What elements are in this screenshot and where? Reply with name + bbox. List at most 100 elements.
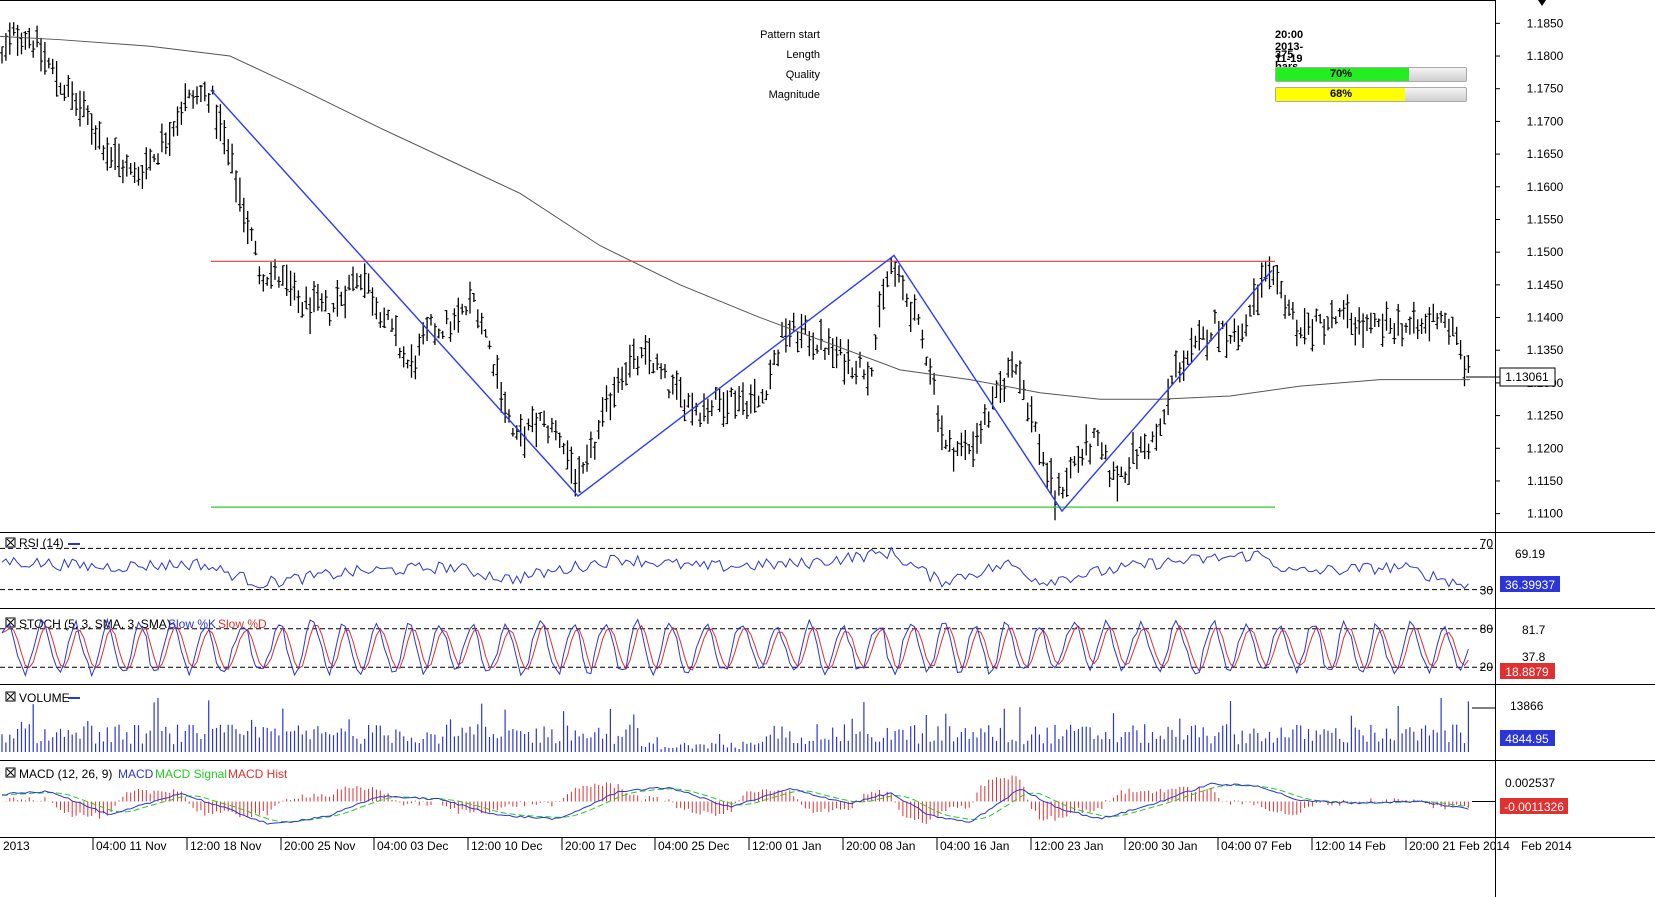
price-bar — [308, 297, 313, 335]
price-bar — [768, 359, 773, 390]
price-bar — [815, 344, 820, 354]
price-tick-label: 1.1500 — [1527, 245, 1564, 259]
stoch-k-line — [1, 617, 1469, 678]
price-bar — [1166, 378, 1171, 416]
price-bar — [46, 57, 51, 69]
price-bar — [928, 358, 933, 385]
price-bar — [452, 308, 457, 331]
price-bar — [315, 283, 320, 311]
price-bar — [1283, 294, 1288, 319]
price-bar — [1072, 455, 1077, 467]
price-bar — [522, 426, 527, 459]
price-bar — [1111, 461, 1116, 480]
price-bar — [386, 309, 391, 320]
price-bar — [300, 302, 305, 318]
price-bar — [1201, 326, 1206, 340]
price-bar — [304, 286, 309, 310]
price-bar — [1173, 350, 1178, 378]
price-bar — [1232, 318, 1237, 342]
price-bar — [1127, 457, 1132, 485]
price-bar — [187, 89, 192, 99]
macd-value-box — [1500, 798, 1568, 814]
price-bar — [144, 147, 149, 180]
stoch-title: STOCH (5, 3, SMA, 3, SMA) — [19, 617, 171, 631]
price-bar — [1314, 308, 1319, 322]
price-bar — [448, 321, 453, 342]
price-bar — [1060, 487, 1065, 499]
stoch-level-20: 20 — [1480, 660, 1494, 674]
price-bar — [1181, 350, 1186, 381]
price-bar — [756, 395, 761, 408]
macd-signal-label: MACD Signal — [155, 767, 227, 781]
price-bar — [1041, 451, 1046, 467]
price-bar — [120, 159, 125, 184]
price-bar — [397, 347, 402, 359]
price-bar — [1002, 378, 1007, 402]
price-bar — [1259, 262, 1264, 298]
price-bar — [542, 410, 547, 428]
price-bar — [1134, 449, 1139, 470]
price-bar — [62, 84, 67, 101]
price-bar — [639, 347, 644, 359]
price-bar — [1411, 301, 1416, 334]
price-bar — [413, 355, 418, 380]
price-bar — [932, 372, 937, 395]
price-bar — [276, 276, 281, 288]
price-bar — [366, 273, 371, 294]
stoch-d-label: Slow %D — [218, 617, 267, 631]
price-bar — [1290, 301, 1295, 320]
collapse-arrow-icon[interactable] — [1538, 0, 1546, 6]
price-bar — [912, 294, 917, 321]
price-bar — [885, 271, 890, 288]
price-bar — [460, 303, 465, 315]
price-bar — [608, 392, 613, 421]
price-bar — [191, 90, 196, 109]
price-bar — [982, 404, 987, 426]
price-bar — [577, 456, 582, 493]
price-bar — [682, 399, 687, 422]
price-bar — [971, 431, 976, 468]
price-bar — [741, 382, 745, 415]
price-bar — [1224, 322, 1229, 359]
price-bar — [327, 313, 332, 326]
price-bar — [214, 104, 219, 139]
price-bar — [1462, 355, 1467, 387]
price-bar — [1251, 278, 1256, 316]
price-bar — [963, 429, 968, 460]
price-bar — [807, 331, 812, 357]
price-bar — [1322, 318, 1327, 345]
price-bar — [58, 82, 63, 95]
price-bar — [132, 162, 137, 184]
price-bar — [1396, 303, 1401, 336]
price-bar — [358, 274, 363, 291]
price-bar — [288, 270, 293, 306]
price-bar — [1454, 326, 1459, 346]
price-bar — [1357, 307, 1362, 335]
price-bar — [1025, 402, 1030, 422]
price-bar — [499, 381, 504, 413]
price-bar — [1107, 469, 1112, 488]
price-bar — [1103, 444, 1108, 460]
price-bar — [573, 468, 578, 497]
rsi-panel: RSI (14) 70 30 69.19 36.39937 — [0, 532, 1655, 598]
price-bar — [487, 340, 492, 350]
price-bar — [1080, 448, 1085, 466]
price-bar — [1095, 429, 1100, 447]
price-bar — [1298, 327, 1303, 339]
price-bar — [1212, 309, 1217, 324]
price-bar — [405, 359, 410, 369]
price-bar — [557, 432, 562, 448]
price-bar — [663, 363, 667, 379]
price-tick-label: 1.1600 — [1527, 180, 1564, 194]
price-bar — [269, 262, 274, 289]
price-bar — [218, 104, 223, 142]
price-bar — [873, 334, 878, 350]
price-bar — [569, 446, 574, 484]
price-bar — [417, 333, 422, 356]
price-bar — [585, 444, 589, 472]
price-bar — [865, 361, 870, 396]
price-bar — [1341, 300, 1346, 320]
price-bar — [772, 349, 777, 366]
rsi-line — [1, 546, 1469, 590]
moving-average-line — [0, 35, 1470, 400]
